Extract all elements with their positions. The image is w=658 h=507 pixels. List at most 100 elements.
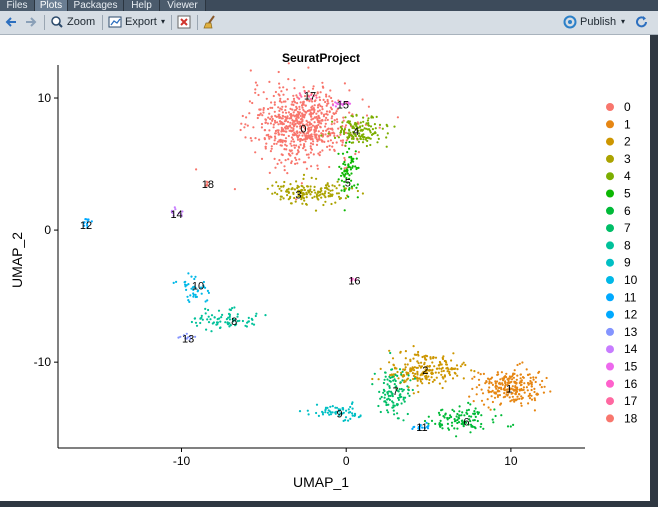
- data-point: [308, 95, 311, 98]
- data-point: [310, 118, 313, 121]
- data-point: [384, 393, 387, 396]
- data-point: [336, 134, 339, 137]
- legend-item-3: 3: [606, 152, 631, 166]
- data-point: [502, 396, 505, 399]
- cluster-17-points: [297, 91, 318, 100]
- data-point: [397, 390, 400, 393]
- data-point: [194, 335, 197, 338]
- data-point: [488, 380, 491, 383]
- chevron-down-icon: ▾: [161, 17, 166, 26]
- data-point: [401, 370, 404, 373]
- data-point: [296, 121, 299, 125]
- legend-item-4: 4: [606, 169, 631, 183]
- data-point: [336, 180, 339, 183]
- data-point: [359, 415, 362, 418]
- data-point: [221, 313, 224, 316]
- data-point: [348, 174, 351, 177]
- data-point: [487, 406, 490, 409]
- cluster-label-13: 13: [182, 333, 194, 345]
- data-point: [349, 417, 352, 420]
- data-point: [533, 387, 536, 390]
- data-point: [352, 141, 355, 144]
- data-point: [442, 369, 445, 372]
- plot-title: SeuratProject: [282, 51, 360, 65]
- tab-plots[interactable]: Plots: [35, 0, 68, 11]
- back-arrow-icon[interactable]: [4, 14, 18, 30]
- data-point: [295, 144, 298, 147]
- data-point: [262, 108, 265, 111]
- data-point: [451, 408, 454, 411]
- zoom-button[interactable]: Zoom: [50, 14, 98, 30]
- cluster-5-points: [337, 140, 360, 212]
- tab-files[interactable]: Files: [0, 0, 35, 11]
- data-point: [348, 147, 351, 150]
- data-point: [179, 335, 182, 338]
- data-point: [281, 111, 284, 114]
- data-point: [328, 413, 331, 416]
- data-point: [480, 388, 483, 391]
- data-point: [520, 402, 523, 405]
- data-point: [344, 144, 347, 147]
- cluster-13-points: [177, 332, 197, 341]
- data-point: [527, 402, 530, 405]
- data-point: [228, 322, 231, 325]
- data-point: [404, 363, 407, 366]
- data-point: [276, 140, 280, 143]
- data-point: [451, 377, 455, 380]
- data-point: [90, 220, 93, 223]
- data-point: [310, 113, 313, 116]
- data-point: [450, 421, 454, 424]
- data-point: [268, 80, 271, 83]
- legend-item-1: 1: [606, 117, 631, 131]
- data-point: [421, 373, 424, 376]
- data-point: [254, 314, 257, 318]
- data-point: [334, 406, 337, 409]
- legend-swatch: [606, 293, 614, 302]
- data-point: [331, 115, 334, 118]
- remove-plot-button[interactable]: [177, 14, 191, 30]
- data-point: [473, 375, 476, 378]
- tab-packages[interactable]: Packages: [68, 0, 124, 11]
- export-button[interactable]: Export ▾: [108, 14, 168, 30]
- data-point: [332, 131, 335, 134]
- tab-help[interactable]: Help: [124, 0, 160, 11]
- data-point: [327, 195, 330, 198]
- cluster-14-points: [170, 206, 184, 218]
- refresh-button[interactable]: [634, 14, 650, 30]
- data-point: [303, 132, 306, 135]
- forward-arrow-icon[interactable]: [24, 14, 38, 30]
- data-point: [504, 383, 507, 386]
- data-point: [303, 199, 306, 202]
- data-point: [272, 126, 275, 129]
- data-point: [233, 188, 236, 191]
- data-point: [491, 389, 494, 392]
- data-point: [365, 114, 369, 117]
- data-point: [298, 108, 301, 111]
- data-point: [192, 293, 195, 296]
- tab-viewer[interactable]: Viewer: [160, 0, 206, 11]
- legend-item-11: 11: [606, 290, 637, 304]
- data-point: [310, 190, 313, 194]
- data-point: [258, 138, 261, 141]
- publish-button[interactable]: Publish ▾: [563, 14, 629, 30]
- data-point: [371, 377, 374, 381]
- data-point: [539, 383, 542, 386]
- data-point: [400, 387, 403, 391]
- data-point: [520, 379, 524, 382]
- data-point: [398, 388, 401, 391]
- data-point: [204, 286, 207, 289]
- data-point: [305, 196, 308, 199]
- data-point: [520, 381, 523, 384]
- data-point: [298, 92, 301, 95]
- data-point: [385, 403, 388, 406]
- data-point: [475, 393, 478, 396]
- data-point: [411, 427, 414, 430]
- data-point: [283, 126, 287, 129]
- data-point: [488, 378, 491, 381]
- data-point: [431, 368, 434, 371]
- data-point: [296, 149, 300, 152]
- clear-all-plots-button[interactable]: [203, 14, 217, 30]
- data-point: [290, 161, 293, 165]
- data-point: [87, 218, 90, 221]
- data-point: [324, 119, 327, 122]
